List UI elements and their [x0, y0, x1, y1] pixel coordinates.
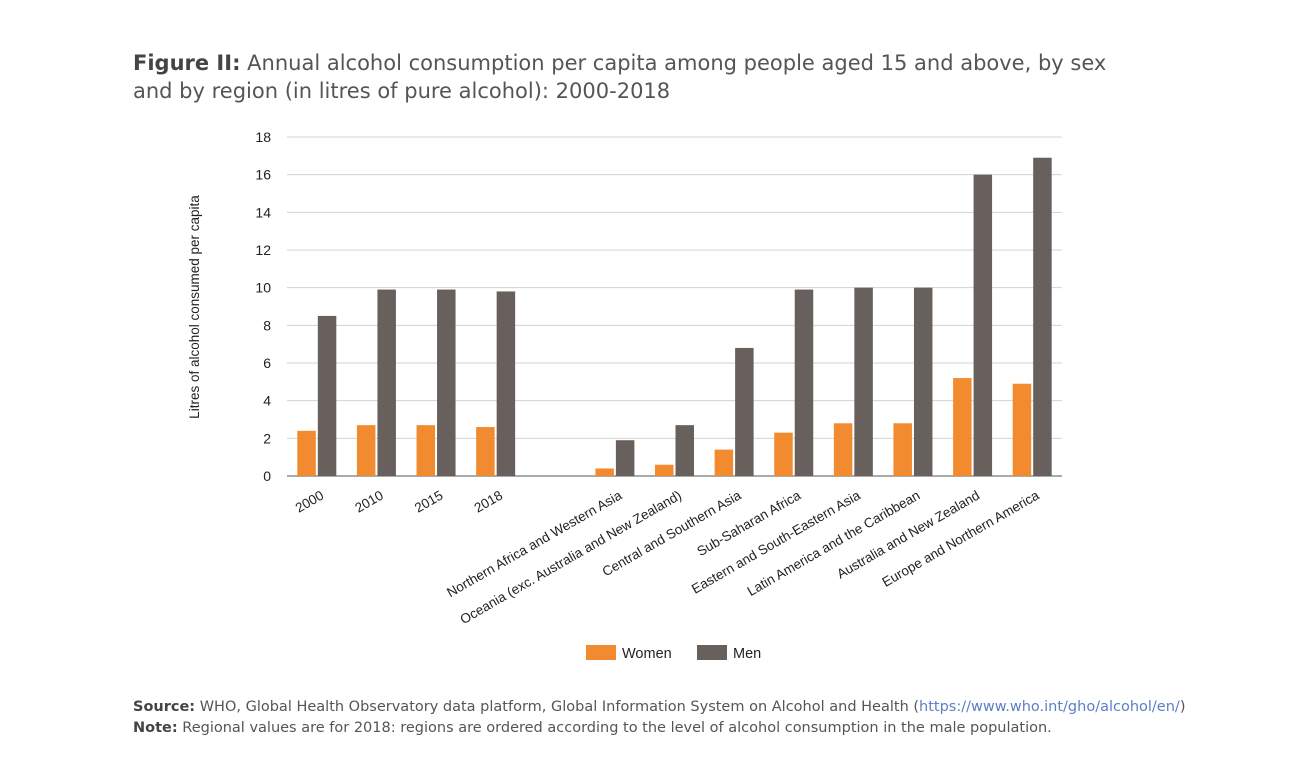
bar-chart: 0 2 4 6 8 10 12 14 16 18 Litres of alcohol consum…: [187, 129, 1062, 662]
y-tick-label: 6: [263, 355, 271, 371]
bar-women: [476, 427, 495, 476]
chart-bars: [297, 157, 1052, 476]
legend-label-women: Women: [622, 646, 672, 662]
y-axis-ticks: 0 2 4 6 8 10 12 14 16 18: [255, 129, 271, 484]
legend-swatch-men: [697, 645, 727, 660]
figure-title: Figure II: Annual alcohol consumption pe…: [133, 49, 1143, 105]
bar-men: [794, 289, 814, 476]
x-tick-label: 2015: [412, 488, 446, 516]
figure-title-lead: Figure II:: [133, 51, 241, 75]
bar-men: [1033, 157, 1052, 476]
y-tick-label: 4: [263, 393, 271, 409]
y-tick-label: 18: [255, 129, 271, 145]
y-tick-label: 8: [263, 317, 271, 333]
bar-women: [1012, 383, 1032, 476]
bar-men: [615, 440, 635, 476]
y-tick-label: 10: [255, 280, 271, 296]
bar-women: [714, 449, 734, 476]
figure-notes: Source: WHO, Global Health Observatory d…: [133, 697, 1253, 739]
y-tick-label: 12: [255, 242, 271, 258]
bar-men: [913, 287, 933, 476]
chart-legend: Women Men: [586, 645, 761, 662]
bar-women: [356, 425, 376, 476]
bar-men: [377, 289, 396, 476]
bar-women: [595, 468, 614, 476]
x-tick-label: 2000: [293, 488, 327, 516]
bar-women: [655, 464, 674, 476]
y-tick-label: 0: [263, 468, 271, 484]
y-tick-label: 14: [255, 204, 271, 220]
source-text: WHO, Global Health Observatory data plat…: [199, 699, 920, 715]
bar-men: [973, 174, 993, 476]
bar-women: [953, 378, 972, 476]
bar-men: [437, 289, 456, 476]
source-link[interactable]: https://www.who.int/gho/alcohol/en/: [919, 699, 1180, 715]
bar-men: [675, 425, 694, 476]
source-close: ): [1179, 699, 1186, 715]
bar-men: [317, 315, 337, 476]
figure-title-text: Annual alcohol consumption per capita am…: [133, 51, 1107, 103]
x-tick-label: 2010: [352, 488, 386, 516]
x-tick-label: Oceania (exc. Australia and New Zealand): [457, 488, 684, 627]
x-tick-label: 2018: [472, 488, 506, 516]
bar-men: [496, 291, 516, 476]
bar-women: [416, 425, 436, 476]
bar-women: [833, 423, 853, 476]
y-tick-label: 16: [255, 167, 271, 183]
y-axis-label: Litres of alcohol consumed per capita: [187, 195, 202, 419]
note-line: Note: Regional values are for 2018: regi…: [133, 718, 1253, 739]
bar-women: [893, 423, 912, 476]
bar-women: [297, 430, 316, 476]
bar-men: [854, 287, 873, 476]
legend-label-men: Men: [733, 646, 761, 662]
y-tick-label: 2: [263, 430, 271, 446]
bar-women: [774, 432, 793, 476]
note-text: Regional values are for 2018: regions ar…: [182, 720, 1052, 736]
chart-gridlines: [287, 136, 1062, 477]
source-label: Source:: [133, 699, 196, 715]
source-line: Source: WHO, Global Health Observatory d…: [133, 697, 1253, 718]
legend-swatch-women: [586, 645, 616, 660]
bar-men: [735, 347, 754, 476]
note-label: Note:: [133, 720, 178, 736]
